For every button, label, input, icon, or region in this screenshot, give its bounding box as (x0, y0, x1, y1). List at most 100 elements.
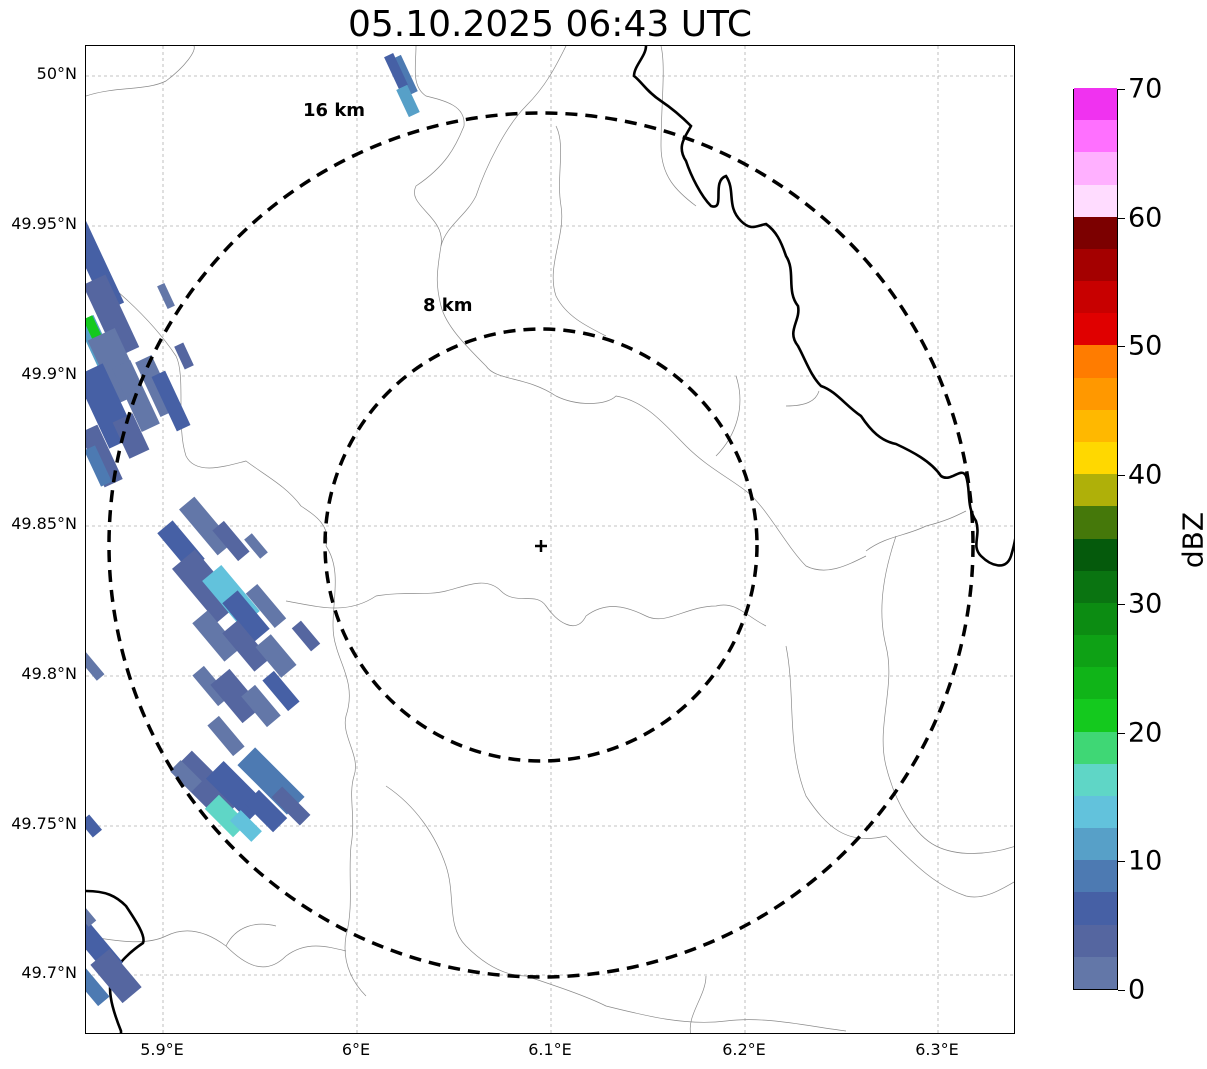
colorbar-tick-mark (1118, 603, 1125, 605)
range-ring-8-km-label: 8 km (423, 295, 473, 316)
reflectivity-bin (230, 810, 262, 842)
reflectivity-bin (222, 620, 270, 672)
colorbar-tick-label: 20 (1128, 717, 1163, 749)
reflectivity-bin (245, 583, 287, 629)
colorbar-tick-label: 60 (1128, 202, 1163, 234)
lon-tick-label: 6°E (341, 1040, 371, 1059)
colorbar-tick-label: 0 (1128, 974, 1146, 1006)
colorbar-segment (1074, 827, 1117, 861)
colorbar-segment (1074, 119, 1117, 153)
colorbar-segment (1074, 473, 1117, 507)
radar-site-marker (535, 540, 547, 552)
reflectivity-bin (86, 814, 103, 838)
range-ring-16-km-label: 16 km (303, 100, 366, 121)
colorbar-tick-mark (1118, 217, 1125, 219)
colorbar-segment (1074, 441, 1117, 475)
reflectivity-bin (207, 715, 245, 757)
colorbar-tick-mark (1118, 346, 1125, 348)
lat-tick-label: 49.85°N (11, 514, 77, 533)
reflectivity-bin (86, 424, 123, 488)
reflectivity-bin (90, 948, 142, 1004)
reflectivity-bin (222, 590, 270, 642)
lon-tick-label: 5.9°E (140, 1040, 184, 1059)
reflectivity-bin (86, 965, 110, 1007)
colorbar-segment (1074, 344, 1117, 378)
colorbar-segment (1074, 505, 1117, 539)
reflectivity-bin (86, 274, 140, 358)
colorbar-tick-label: 30 (1128, 588, 1163, 620)
colorbar-tick-mark (1118, 89, 1125, 90)
reflectivity-bin (179, 496, 233, 556)
reflectivity-bin (86, 445, 112, 487)
reflectivity-bin (262, 670, 300, 712)
colorbar-segment (1074, 216, 1117, 249)
colorbar-segment (1074, 795, 1117, 829)
colorbar-segment (1074, 859, 1117, 893)
lat-tick-label: 49.75°N (11, 814, 77, 833)
colorbar-segment (1074, 634, 1117, 668)
colorbar-segment (1074, 184, 1117, 217)
colorbar-segment (1074, 280, 1117, 314)
lat-tick-label: 49.8°N (21, 664, 77, 683)
reflectivity-bin (396, 84, 420, 118)
reflectivity-bin (384, 53, 408, 89)
colorbar-segment (1074, 538, 1117, 571)
lat-tick-label: 49.9°N (21, 364, 77, 383)
colorbar-segment (1074, 666, 1117, 700)
reflectivity-bin (192, 610, 240, 662)
reflectivity-bin (157, 282, 175, 310)
graticule (86, 46, 1014, 1033)
reflectivity-bin (212, 520, 250, 562)
colorbar-tick-label: 70 (1128, 73, 1163, 105)
map-title: 05.10.2025 06:43 UTC (347, 4, 753, 45)
lat-tick-label: 50°N (36, 64, 77, 83)
colorbar-segment (1074, 377, 1117, 410)
lat-tick-label: 49.95°N (11, 214, 77, 233)
reflectivity-bin (244, 533, 268, 559)
colorbar-tick-mark (1118, 990, 1125, 991)
colorbar-segment (1074, 891, 1117, 925)
colorbar-segment (1074, 151, 1117, 185)
colorbar-segment (1074, 924, 1117, 957)
colorbar-tick-label: 50 (1128, 330, 1163, 362)
range-ring-16-km (107, 111, 975, 979)
colorbar-segment (1074, 409, 1117, 442)
colorbar-segment (1074, 698, 1117, 732)
reflectivity-bin (174, 342, 194, 370)
radar-map (85, 45, 1015, 1034)
lat-tick-label: 49.7°N (21, 963, 77, 982)
colorbar-segment (1074, 602, 1117, 636)
reflectivity-bin (112, 413, 150, 459)
reflectivity-bin (271, 786, 311, 826)
colorbar-unit-label: dBZ (1176, 511, 1207, 569)
colorbar-segment (1074, 731, 1117, 764)
colorbar-segment (1074, 570, 1117, 603)
national-border (86, 46, 1014, 1033)
colorbar-segment (1074, 763, 1117, 796)
reflectivity-bin (170, 760, 202, 792)
reflectivity-bin (86, 651, 105, 681)
colorbar-segment (1074, 87, 1117, 121)
colorbar-tick-label: 40 (1128, 459, 1163, 491)
reflectivity-bin (241, 684, 281, 728)
reflectivity-bin (86, 905, 97, 927)
lon-tick-label: 6.2°E (722, 1040, 766, 1059)
reflectivity-bin (210, 668, 262, 724)
colorbar-segment (1074, 956, 1117, 989)
colorbar-tick-mark (1118, 732, 1125, 734)
lon-tick-label: 6.1°E (528, 1040, 572, 1059)
colorbar-tick-mark (1118, 861, 1125, 863)
colorbar-segment (1074, 312, 1117, 346)
colorbar-tick-mark (1118, 475, 1125, 477)
municipal-borders (86, 46, 1014, 1033)
colorbar-tick-label: 10 (1128, 845, 1163, 877)
lon-tick-label: 6.3°E (915, 1040, 959, 1059)
colorbar-segment (1074, 248, 1117, 282)
reflectivity-bin (255, 634, 297, 678)
reflectivity-echoes (86, 53, 420, 1007)
reflectivity-bin (151, 370, 191, 432)
colorbar (1073, 87, 1118, 990)
range-ring-8-km (323, 327, 759, 763)
reflectivity-bin (291, 620, 321, 652)
reflectivity-bin (244, 789, 288, 833)
